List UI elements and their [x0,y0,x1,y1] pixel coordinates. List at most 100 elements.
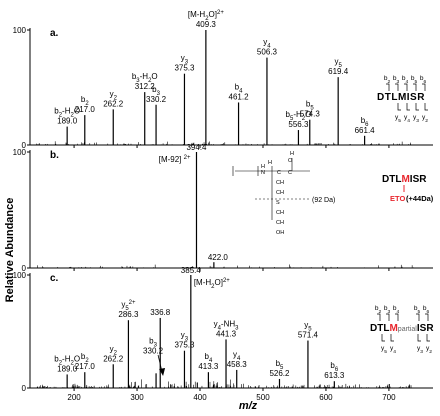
peak-label: 217.0 [75,105,96,114]
peak-label: 336.8 [150,308,171,317]
peak-label: y5 [334,57,342,69]
b-bracket [425,313,429,321]
peak-label: 189.0 [57,364,78,373]
y-ion-label: y5 [381,345,387,355]
peak-label: 217.0 [75,362,96,371]
peak-label: [M-H2O]2+ [194,278,230,290]
peak-label: 189.0 [57,117,78,126]
peak-label: y52+ [121,300,136,312]
peak-label: y3 [181,331,189,343]
peak-label: b3 [149,336,157,348]
peak-label: b6 [361,116,369,128]
y-ion-label: y2 [426,345,432,355]
y-bracket [381,334,385,342]
peak-label: 286.3 [118,310,139,319]
b-bracket [413,83,417,91]
y-bracket [397,103,401,111]
y-tick-label: 0 [22,264,27,273]
y-tick-label: 100 [13,26,27,35]
peak-label: 506.3 [257,48,278,57]
peak-label: 413.3 [198,362,219,371]
y-bracket [417,334,421,342]
y-bracket [424,103,428,111]
peak-label: b4 [204,352,212,364]
y-ion-label: y4 [404,114,410,124]
peak-label: 375.3 [174,341,195,350]
peak-label: b5 [276,359,284,371]
peptide-sequence: DTLMISR [382,174,427,185]
peak-label: b2-H2O [54,107,80,119]
peak-label: b5-H2O [286,110,312,122]
y-tick-label: 0 [22,141,27,150]
peak-label: 461.2 [229,92,250,101]
peak-label: b3-H2O [132,72,158,84]
peak-label: 556.3 [288,120,309,129]
peak-label: 385.4 [181,266,202,275]
peak-label: 458.3 [227,360,248,369]
b-ion-label: b2 [375,305,382,315]
peak-label: 422.0 [208,253,229,262]
b-bracket [404,83,408,91]
panel-label: b. [50,150,59,161]
peak-label: b3 [152,85,160,97]
structure-atom: H [268,160,272,166]
peak-label: 330.2 [146,95,167,104]
b-ion-label: b6 [423,305,430,315]
b-ion-label: b6 [420,75,427,85]
structure-atom: CH [276,210,284,216]
peak-label: 661.4 [355,126,376,135]
y-tick-label: 100 [13,271,27,280]
x-tick-label: 700 [382,393,396,402]
b-ion-label: b4 [393,305,400,315]
y-ion-label: y4 [390,345,396,355]
y-bracket [390,334,394,342]
y-ion-label: y5 [395,114,401,124]
b3-pointer-arrow [157,354,166,376]
b-bracket [416,313,420,321]
peak-label: y2 [110,344,118,356]
structure-atom: C [277,170,281,176]
b-bracket [386,83,390,91]
peak-label: b6 [330,361,338,373]
mass-shift-label: (+44Da) [406,194,434,203]
x-tick-label: 200 [67,393,81,402]
peak-label: 441.3 [216,329,237,338]
peak-label: y4-NH3 [214,319,240,331]
b-bracket [377,313,381,321]
peak-label: y3 [181,54,189,66]
structure-atom: C [288,170,292,176]
peak-label: b4 [235,82,243,94]
peak-label: [M-H2O]2+ [188,10,224,22]
peak-label: 574.3 [300,110,321,119]
cleavage-mass-label: (92 Da) [312,197,335,204]
arrow-head [159,368,166,376]
peptide-sequence: DTLMpartialISR [370,323,434,334]
b-ion-label: b2 [384,75,391,85]
y-axis-label: Relative Abundance [4,198,16,303]
sequence-annotation-a: b2 b3 b4 b5 b6 DTLMISR y5 y4 y3 y2 [377,75,428,124]
structure-atom: OH [276,230,284,236]
peak-label: b2-H2O [54,354,80,366]
sequence-annotation-b: DTLMISR ETO (+44Da) [382,174,434,203]
peak-label: 394.4 [186,143,207,152]
y-tick-label: 100 [13,148,27,157]
structure-atom: O [288,158,293,164]
panel-label: a. [50,28,59,39]
peak-label: y4 [263,38,271,50]
b-ion-label: b3 [384,305,391,315]
peak-label: 613.3 [324,371,345,380]
peak-label: y2 [110,89,118,101]
peak-label: 619.4 [328,67,349,76]
y-bracket [426,334,430,342]
y-ion-label: y3 [413,114,419,124]
peak-label: 330.2 [143,346,164,355]
peak-label: [M-92] 2+ [159,155,191,164]
x-tick-label: 300 [130,393,144,402]
b-bracket [422,83,426,91]
